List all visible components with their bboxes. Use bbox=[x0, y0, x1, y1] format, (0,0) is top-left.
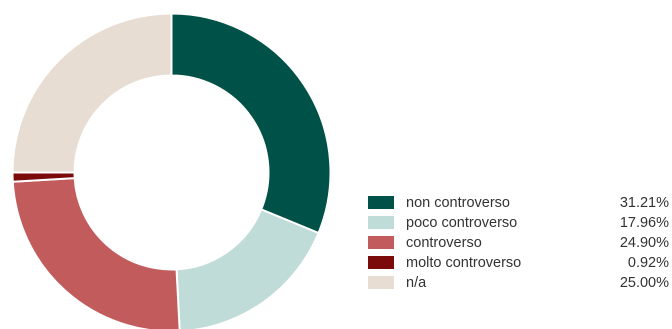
slice-controverso bbox=[11, 177, 181, 329]
legend-label-molto-controverso: molto controverso bbox=[406, 255, 522, 271]
legend-swatch-na bbox=[368, 276, 394, 289]
slice-non-controverso bbox=[170, 12, 332, 235]
legend-entry-non-controverso: non controverso 31.21% bbox=[368, 193, 672, 213]
legend-swatch-poco-controverso bbox=[368, 216, 394, 229]
legend-swatch-controverso bbox=[368, 236, 394, 249]
legend-label-controverso: controverso bbox=[406, 235, 482, 251]
legend-value-non-controverso: 31.21% bbox=[619, 195, 669, 211]
legend-swatch-molto-controverso bbox=[368, 256, 394, 269]
legend-value-na: 25.00% bbox=[619, 275, 669, 291]
legend-label-non-controverso: non controverso bbox=[406, 195, 510, 211]
legend-label-na: n/a bbox=[406, 275, 427, 291]
legend-entry-molto-controverso: molto controverso 0.92% bbox=[368, 253, 672, 273]
legend-value-poco-controverso: 17.96% bbox=[619, 215, 669, 231]
legend-entry-na: n/a 25.00% bbox=[368, 273, 672, 293]
legend-swatch-non-controverso bbox=[368, 196, 394, 209]
legend-value-molto-controverso: 0.92% bbox=[627, 255, 669, 271]
legend-label-poco-controverso: poco controverso bbox=[406, 215, 518, 231]
chart-legend: non controverso 31.21% poco controverso … bbox=[368, 193, 672, 293]
slice-na bbox=[11, 12, 173, 174]
slice-poco-controverso bbox=[175, 208, 320, 329]
legend-value-controverso: 24.90% bbox=[619, 235, 669, 251]
legend-entry-controverso: controverso 24.90% bbox=[368, 233, 672, 253]
legend-entry-poco-controverso: poco controverso 17.96% bbox=[368, 213, 672, 233]
